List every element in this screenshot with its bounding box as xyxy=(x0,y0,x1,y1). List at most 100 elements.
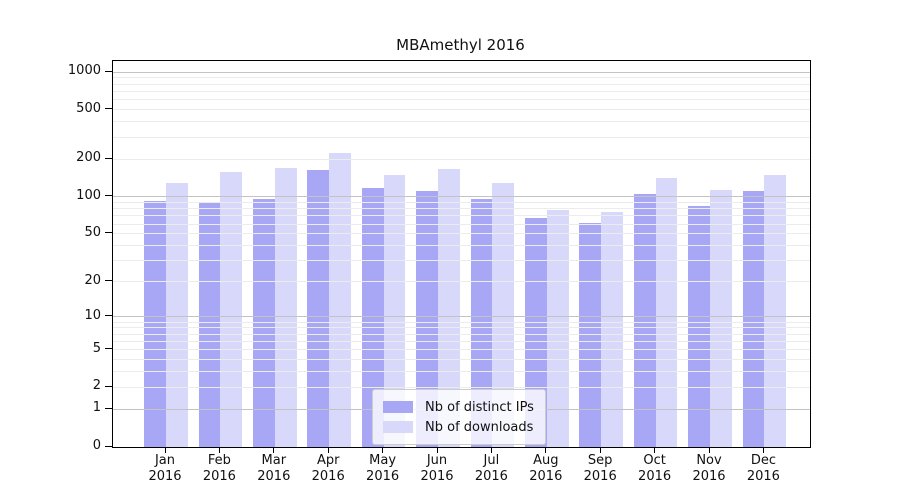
grid-line-minor xyxy=(113,333,810,335)
legend-label-downloads: Nb of downloads xyxy=(425,419,534,435)
y-tick-mark xyxy=(105,157,112,159)
legend: Nb of distinct IPs Nb of downloads xyxy=(372,389,546,445)
x-tick-mark xyxy=(654,447,656,453)
grid-line-minor xyxy=(113,91,810,92)
x-tick-label-aug: Aug 2016 xyxy=(529,453,563,484)
y-tick-mark xyxy=(105,407,112,409)
grid-line-minor xyxy=(113,109,810,111)
bar-distinct-ips-dec xyxy=(742,190,765,447)
x-tick-label-oct: Oct 2016 xyxy=(638,453,672,484)
legend-swatch-downloads xyxy=(383,421,413,433)
y-tick-label: 200 xyxy=(76,150,101,166)
bar-distinct-ips-jun xyxy=(416,191,438,447)
bar-distinct-ips-oct xyxy=(633,193,656,447)
bar-downloads-feb xyxy=(220,171,243,447)
legend-label-distinct-ips: Nb of distinct IPs xyxy=(425,399,534,415)
x-tick-label-apr: Apr 2016 xyxy=(311,453,345,484)
grid-line-minor xyxy=(113,77,810,79)
grid-line-minor xyxy=(113,158,810,160)
grid-line-minor xyxy=(113,83,810,85)
y-tick-mark xyxy=(105,195,112,197)
grid-line-minor xyxy=(113,245,810,246)
bar-downloads-sep xyxy=(601,212,623,447)
x-tick-mark xyxy=(273,447,275,453)
bar-downloads-jul xyxy=(492,182,515,447)
y-tick-label: 2 xyxy=(92,378,101,394)
bar-downloads-oct xyxy=(655,177,678,447)
legend-entry-downloads: Nb of downloads xyxy=(383,417,534,437)
y-tick-label: 1 xyxy=(92,400,101,416)
bar-downloads-jan xyxy=(166,182,188,447)
bar-distinct-ips-may xyxy=(361,188,384,447)
grid-line-minor xyxy=(113,201,810,203)
bar-distinct-ips-nov xyxy=(688,206,710,447)
grid-line-minor xyxy=(113,349,810,351)
x-tick-label-jun: Jun 2016 xyxy=(420,453,454,484)
y-tick-label: 50 xyxy=(84,224,101,240)
y-tick-label: 5 xyxy=(92,340,101,356)
grid-line-minor xyxy=(113,359,810,361)
grid-line-minor xyxy=(113,340,810,342)
grid-line-minor xyxy=(113,121,810,123)
grid-line-minor xyxy=(113,223,810,225)
x-tick-label-may: May 2016 xyxy=(366,453,400,484)
y-tick-mark xyxy=(105,280,112,282)
bar-downloads-apr xyxy=(329,153,351,447)
bar-downloads-dec xyxy=(764,174,787,447)
x-tick-mark xyxy=(545,447,547,453)
grid-line-minor xyxy=(113,260,810,262)
x-tick-mark xyxy=(327,447,329,453)
y-tick-mark xyxy=(105,348,112,350)
y-tick-mark xyxy=(105,70,112,72)
bar-distinct-ips-feb xyxy=(198,202,221,447)
y-tick-mark xyxy=(105,445,112,447)
y-tick-mark xyxy=(105,108,112,110)
x-tick-label-sep: Sep 2016 xyxy=(583,453,617,484)
y-tick-label: 10 xyxy=(84,307,101,323)
x-tick-mark xyxy=(599,447,601,453)
x-tick-mark xyxy=(436,447,438,453)
y-tick-label: 100 xyxy=(76,187,101,203)
y-tick-label: 0 xyxy=(92,438,101,453)
grid-line-major xyxy=(113,196,810,198)
grid-line-minor xyxy=(113,136,810,138)
legend-entry-distinct-ips: Nb of distinct IPs xyxy=(383,397,534,417)
x-tick-mark xyxy=(218,447,220,453)
x-tick-label-jan: Jan 2016 xyxy=(148,453,182,484)
x-tick-mark xyxy=(164,447,166,453)
grid-line-minor xyxy=(113,327,810,329)
x-tick-label-jul: Jul 2016 xyxy=(474,453,508,484)
chart-title: MBAmethyl 2016 xyxy=(396,36,525,54)
y-tick-label: 1000 xyxy=(67,63,101,79)
x-tick-mark xyxy=(762,447,764,453)
y-tick-mark xyxy=(105,315,112,317)
bar-downloads-jun xyxy=(438,169,460,447)
bar-distinct-ips-apr xyxy=(307,170,330,447)
x-tick-mark xyxy=(490,447,492,453)
grid-line-minor xyxy=(113,281,810,283)
bar-distinct-ips-jul xyxy=(470,199,493,447)
grid-line-minor xyxy=(113,386,810,388)
bar-downloads-mar xyxy=(274,168,297,447)
grid-line-minor xyxy=(113,99,810,101)
bar-distinct-ips-jan xyxy=(144,200,166,447)
grid-line-major xyxy=(113,316,810,318)
bar-distinct-ips-sep xyxy=(579,223,602,447)
grid-line-major xyxy=(113,71,810,73)
x-tick-label-feb: Feb 2016 xyxy=(202,453,236,484)
grid-line-minor xyxy=(113,371,810,373)
x-tick-mark xyxy=(382,447,384,453)
x-tick-label-nov: Nov 2016 xyxy=(692,453,726,484)
bar-downloads-nov xyxy=(710,189,732,447)
x-tick-mark xyxy=(708,447,710,453)
x-tick-label-mar: Mar 2016 xyxy=(257,453,291,484)
y-tick-label: 20 xyxy=(84,272,101,288)
x-tick-label-dec: Dec 2016 xyxy=(746,453,780,484)
grid-line-minor xyxy=(113,215,810,217)
grid-line-minor xyxy=(113,233,810,235)
legend-swatch-distinct-ips xyxy=(383,401,413,413)
y-tick-mark xyxy=(105,385,112,387)
grid-line-minor xyxy=(113,208,810,210)
grid-line-minor xyxy=(113,321,810,323)
